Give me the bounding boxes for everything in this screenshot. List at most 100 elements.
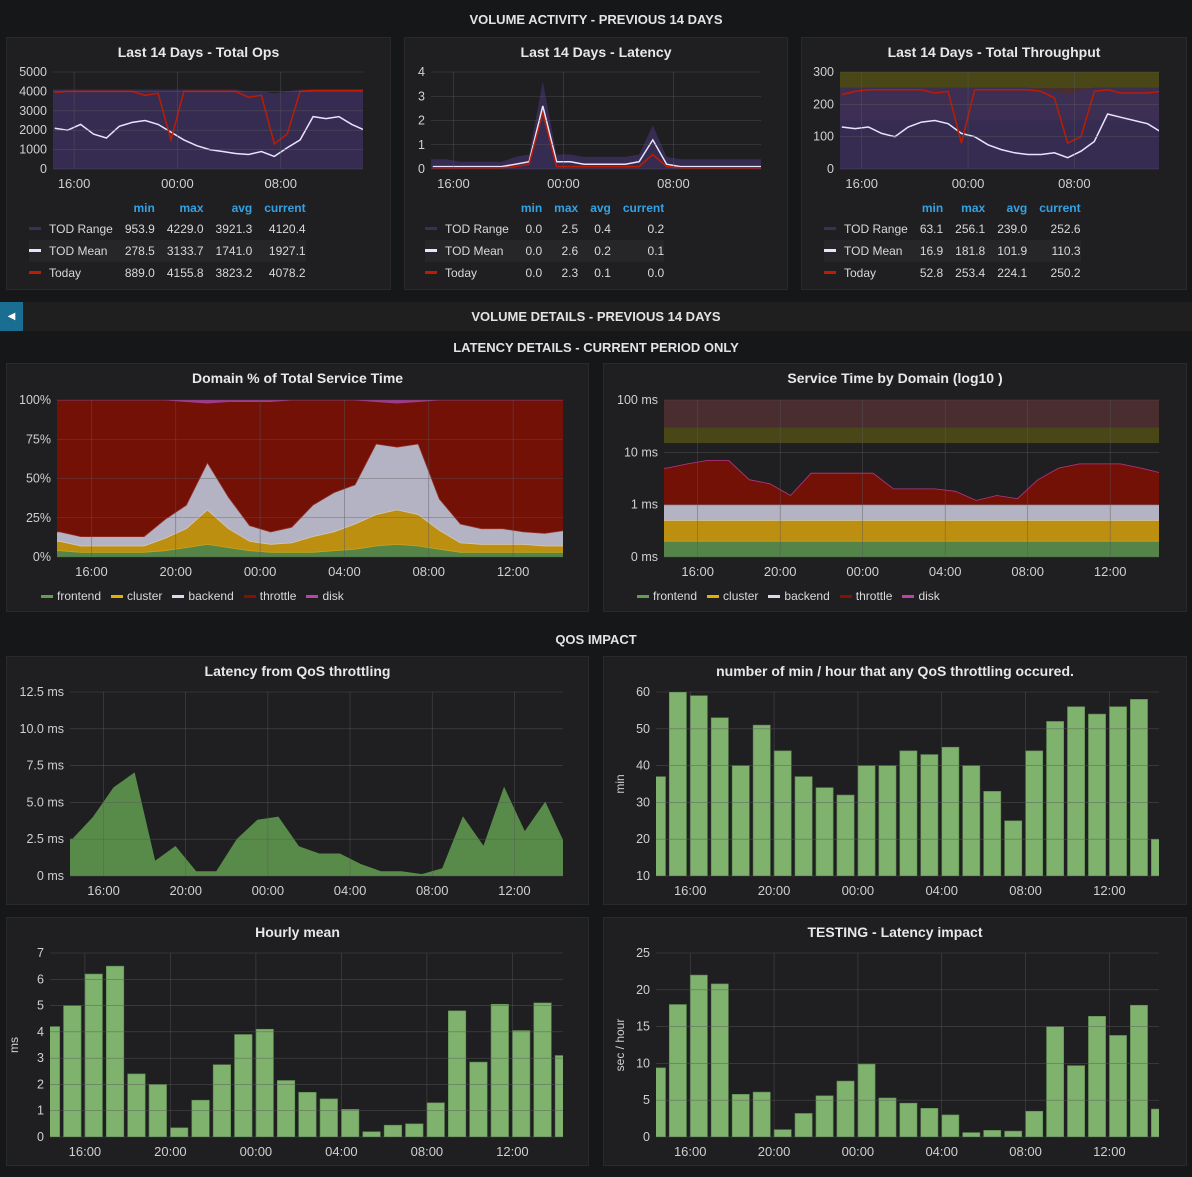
- bar[interactable]: [1088, 1015, 1106, 1137]
- legend-item-backend[interactable]: backend: [172, 589, 234, 603]
- legend-item-frontend[interactable]: frontend: [41, 589, 101, 603]
- bar[interactable]: [1025, 750, 1044, 876]
- bar[interactable]: [512, 1030, 531, 1137]
- bar[interactable]: [836, 1080, 855, 1137]
- bar[interactable]: [84, 973, 103, 1137]
- legend-column-current[interactable]: current: [622, 201, 665, 215]
- chart-latency[interactable]: 0 1 2 3 4 16:00 00:00 08:00: [405, 38, 789, 291]
- legend-column-max[interactable]: max: [554, 201, 579, 215]
- legend-column-max[interactable]: max: [179, 201, 204, 215]
- bar[interactable]: [731, 1094, 750, 1137]
- bar[interactable]: [554, 1055, 573, 1137]
- bar[interactable]: [752, 1091, 771, 1137]
- bar[interactable]: [1067, 706, 1085, 876]
- legend-column-current[interactable]: current: [1039, 201, 1081, 215]
- chart-domain-pct[interactable]: 0% 25% 50% 75% 100% 16:00 20:00 00:00 04:00 08:00…: [7, 364, 590, 613]
- bar[interactable]: [1004, 820, 1023, 876]
- plot-area[interactable]: [52, 772, 586, 876]
- bar[interactable]: [836, 794, 855, 876]
- bar[interactable]: [878, 765, 897, 876]
- legend-item-cluster[interactable]: cluster: [111, 589, 162, 603]
- bar[interactable]: [1151, 1108, 1168, 1137]
- legend-series-name[interactable]: Today: [49, 266, 82, 280]
- plot-area[interactable]: [42, 965, 573, 1137]
- panel-qos-latency[interactable]: Latency from QoS throttling 0 ms 2.5 ms 5.…: [6, 656, 589, 905]
- legend-row[interactable]: TOD Range 0.0 2.5 0.4 0.2: [425, 218, 664, 240]
- panel-title[interactable]: TESTING - Latency impact: [807, 924, 983, 940]
- panel-latency[interactable]: Last 14 Days - Latency 0 1 2 3 4 16:00 00:00 08…: [404, 37, 788, 290]
- panel-domain-pct[interactable]: Domain % of Total Service Time 0% 25% 50% 7…: [6, 363, 589, 612]
- legend-item-cluster[interactable]: cluster: [707, 589, 758, 603]
- chart-service-time[interactable]: 0 ms 1 ms 10 ms 100 ms 16:00 20:00 00:00 04:00 0…: [604, 364, 1188, 613]
- bar[interactable]: [1130, 699, 1148, 876]
- legend-column-current[interactable]: current: [264, 201, 306, 215]
- bar[interactable]: [234, 1034, 253, 1137]
- bar[interactable]: [533, 1002, 552, 1137]
- legend-row[interactable]: Today 889.0 4155.8 3823.2 4078.2: [29, 262, 306, 284]
- bar[interactable]: [941, 746, 960, 876]
- legend-series-name[interactable]: TOD Mean: [49, 244, 108, 258]
- bar[interactable]: [1109, 706, 1127, 876]
- bar[interactable]: [668, 692, 687, 876]
- plot-area[interactable]: [648, 974, 1168, 1137]
- legend-item-throttle[interactable]: throttle: [243, 589, 296, 603]
- chart-qos-latency[interactable]: 0 ms 2.5 ms 5.0 ms 7.5 ms 10.0 ms 12.5 ms 16:0…: [7, 657, 590, 906]
- plot-area[interactable]: [828, 72, 1174, 169]
- legend-item-disk[interactable]: disk: [306, 589, 344, 603]
- bar[interactable]: [255, 1028, 274, 1137]
- bar[interactable]: [105, 965, 125, 1137]
- legend-item-frontend[interactable]: frontend: [637, 589, 697, 603]
- legend-row[interactable]: TOD Range 953.9 4229.0 3921.3 4120.4: [29, 218, 306, 240]
- legend-series-name[interactable]: Today: [445, 266, 478, 280]
- bar[interactable]: [341, 1109, 360, 1137]
- bar[interactable]: [1046, 1026, 1065, 1137]
- bar[interactable]: [920, 1107, 939, 1137]
- plot-area[interactable]: [419, 81, 777, 169]
- bar[interactable]: [191, 1099, 210, 1137]
- bar[interactable]: [983, 791, 1002, 876]
- panel-title[interactable]: number of min / hour that any QoS thrott…: [716, 663, 1074, 679]
- bar[interactable]: [1004, 1130, 1023, 1137]
- bar[interactable]: [899, 750, 918, 876]
- bar[interactable]: [689, 974, 708, 1137]
- plot-area[interactable]: [648, 692, 1168, 876]
- legend-series-name[interactable]: TOD Range: [445, 222, 509, 236]
- bar[interactable]: [170, 1127, 189, 1137]
- legend-series-name[interactable]: TOD Range: [844, 222, 908, 236]
- plot-area[interactable]: [646, 400, 1182, 557]
- bar[interactable]: [63, 1005, 82, 1137]
- plot-area[interactable]: [39, 400, 587, 557]
- bar[interactable]: [1025, 1110, 1044, 1137]
- bar[interactable]: [689, 695, 708, 876]
- legend-row[interactable]: TOD Mean 278.5 3133.7 1741.0 1927.1: [29, 240, 306, 262]
- bar[interactable]: [276, 1080, 296, 1137]
- panel-hourly-mean[interactable]: Hourly mean 0 1 2 3 4 5 6 7 16:00 20:00 00:00 04:00…: [6, 917, 589, 1166]
- panel-title[interactable]: Last 14 Days - Total Ops: [117, 44, 280, 60]
- section-row-volume-details[interactable]: [0, 302, 1192, 331]
- bar[interactable]: [857, 765, 876, 876]
- bar[interactable]: [731, 765, 750, 876]
- bar[interactable]: [710, 717, 729, 876]
- legend-column-min[interactable]: min: [520, 201, 543, 215]
- legend-column-avg[interactable]: avg: [231, 201, 253, 215]
- bar[interactable]: [469, 1061, 488, 1137]
- legend-row[interactable]: TOD Mean 0.0 2.6 0.2 0.1: [425, 240, 665, 262]
- bar[interactable]: [668, 1004, 687, 1137]
- legend-row[interactable]: TOD Mean 16.9 181.8 101.9 110.3: [824, 240, 1081, 262]
- bar[interactable]: [794, 1113, 813, 1137]
- bar[interactable]: [648, 776, 666, 876]
- bar[interactable]: [899, 1102, 918, 1137]
- panel-title[interactable]: Last 14 Days - Total Throughput: [887, 44, 1101, 60]
- chart-total-throughput[interactable]: 0 100 200 300 16:00 00:00 08:00: [802, 38, 1188, 291]
- panel-total-throughput[interactable]: Last 14 Days - Total Throughput 0 100 200 3…: [801, 37, 1187, 290]
- bar[interactable]: [983, 1130, 1002, 1137]
- section-title-volume-details[interactable]: VOLUME DETAILS - PREVIOUS 14 DAYS: [471, 309, 721, 324]
- panel-service-time[interactable]: Service Time by Domain (log10 ) 0 ms 1 ms…: [603, 363, 1187, 612]
- legend-row[interactable]: Today 52.8 253.4 224.1 250.2: [824, 262, 1081, 284]
- bar[interactable]: [319, 1098, 338, 1137]
- bar[interactable]: [962, 1132, 981, 1137]
- legend-row[interactable]: TOD Range 63.1 256.1 239.0 252.6: [824, 218, 1081, 240]
- bar[interactable]: [490, 1003, 509, 1137]
- bar[interactable]: [773, 1129, 792, 1137]
- bar[interactable]: [426, 1102, 445, 1137]
